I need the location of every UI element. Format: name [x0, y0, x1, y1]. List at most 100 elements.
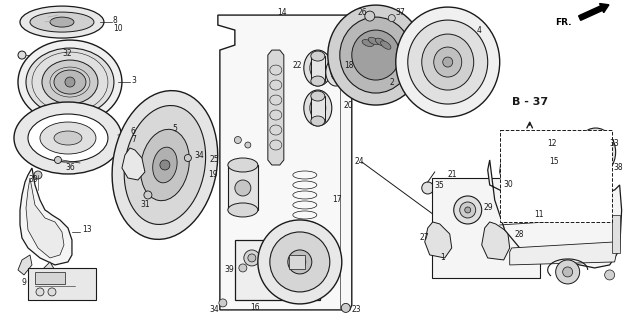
Ellipse shape [368, 37, 379, 45]
Ellipse shape [20, 6, 104, 38]
Text: 11: 11 [535, 211, 544, 220]
Text: 8: 8 [113, 16, 118, 25]
Ellipse shape [407, 20, 488, 104]
Ellipse shape [576, 128, 616, 176]
Polygon shape [268, 248, 298, 285]
Bar [289, 255, 305, 269]
Ellipse shape [376, 38, 386, 46]
Circle shape [605, 270, 615, 280]
Ellipse shape [124, 106, 206, 224]
Circle shape [294, 256, 306, 268]
Ellipse shape [381, 41, 391, 49]
Ellipse shape [18, 40, 122, 124]
Ellipse shape [140, 129, 189, 201]
Circle shape [245, 142, 251, 148]
Text: 28: 28 [515, 230, 524, 239]
Circle shape [422, 182, 434, 194]
Ellipse shape [42, 60, 98, 104]
Ellipse shape [270, 232, 330, 292]
Text: 34: 34 [195, 150, 205, 159]
Bar [235, 240, 320, 300]
Circle shape [219, 299, 227, 307]
Polygon shape [425, 222, 452, 258]
Text: 9: 9 [22, 278, 27, 287]
Polygon shape [122, 148, 145, 180]
Circle shape [248, 254, 256, 262]
Circle shape [443, 57, 453, 67]
Circle shape [36, 288, 44, 296]
Text: 23: 23 [352, 305, 361, 315]
Polygon shape [502, 185, 595, 220]
Text: 2: 2 [390, 77, 394, 86]
Polygon shape [18, 255, 32, 275]
Ellipse shape [340, 17, 412, 93]
FancyArrow shape [578, 4, 609, 20]
Text: 24: 24 [355, 157, 364, 166]
Text: 27: 27 [420, 234, 429, 243]
Ellipse shape [54, 70, 86, 94]
Bar [612, 215, 620, 253]
Text: 31: 31 [140, 200, 150, 210]
Bar [311, 96, 325, 121]
Circle shape [18, 51, 26, 59]
Text: 38: 38 [613, 164, 623, 172]
Ellipse shape [112, 91, 218, 239]
Circle shape [460, 202, 475, 218]
Text: 22: 22 [293, 60, 303, 69]
Ellipse shape [311, 91, 325, 101]
Circle shape [144, 191, 152, 199]
Ellipse shape [40, 122, 96, 154]
Text: 21: 21 [448, 171, 457, 180]
Text: 33: 33 [610, 139, 620, 148]
Ellipse shape [328, 5, 424, 105]
Ellipse shape [28, 114, 108, 162]
Text: 19: 19 [208, 171, 218, 180]
Circle shape [54, 156, 62, 164]
Ellipse shape [362, 40, 374, 46]
Text: 7: 7 [131, 134, 136, 143]
Text: 14: 14 [277, 8, 286, 17]
Ellipse shape [311, 116, 325, 126]
Text: 26: 26 [358, 8, 368, 17]
Polygon shape [488, 160, 622, 268]
Circle shape [160, 160, 170, 170]
Ellipse shape [153, 147, 177, 183]
Ellipse shape [311, 76, 325, 86]
Polygon shape [26, 178, 64, 258]
Bar [500, 188, 530, 204]
Ellipse shape [14, 102, 122, 174]
Text: 39: 39 [28, 175, 37, 185]
Text: 39: 39 [225, 265, 235, 275]
Ellipse shape [352, 30, 400, 80]
Text: 30: 30 [504, 180, 514, 189]
Circle shape [65, 77, 75, 87]
Circle shape [235, 137, 241, 143]
Circle shape [34, 171, 42, 179]
Text: 5: 5 [172, 124, 177, 132]
Circle shape [388, 15, 395, 21]
Ellipse shape [331, 64, 341, 80]
Ellipse shape [258, 220, 342, 304]
Text: B - 37: B - 37 [512, 97, 548, 107]
Polygon shape [500, 140, 548, 202]
Text: 1: 1 [440, 253, 444, 262]
Text: 3: 3 [131, 76, 136, 84]
Ellipse shape [30, 12, 94, 32]
Text: 17: 17 [332, 196, 341, 204]
Circle shape [568, 158, 576, 166]
Bar [228, 165, 258, 210]
Text: 32: 32 [62, 49, 72, 58]
Text: 34: 34 [210, 305, 220, 315]
Ellipse shape [54, 131, 82, 145]
Circle shape [48, 288, 56, 296]
Ellipse shape [434, 47, 462, 77]
Circle shape [239, 264, 247, 272]
Ellipse shape [310, 57, 326, 79]
Circle shape [185, 155, 192, 162]
Bar [35, 272, 65, 284]
Polygon shape [20, 168, 72, 265]
Circle shape [235, 180, 251, 196]
Text: 4: 4 [477, 26, 482, 35]
Circle shape [592, 148, 600, 156]
Circle shape [556, 260, 580, 284]
